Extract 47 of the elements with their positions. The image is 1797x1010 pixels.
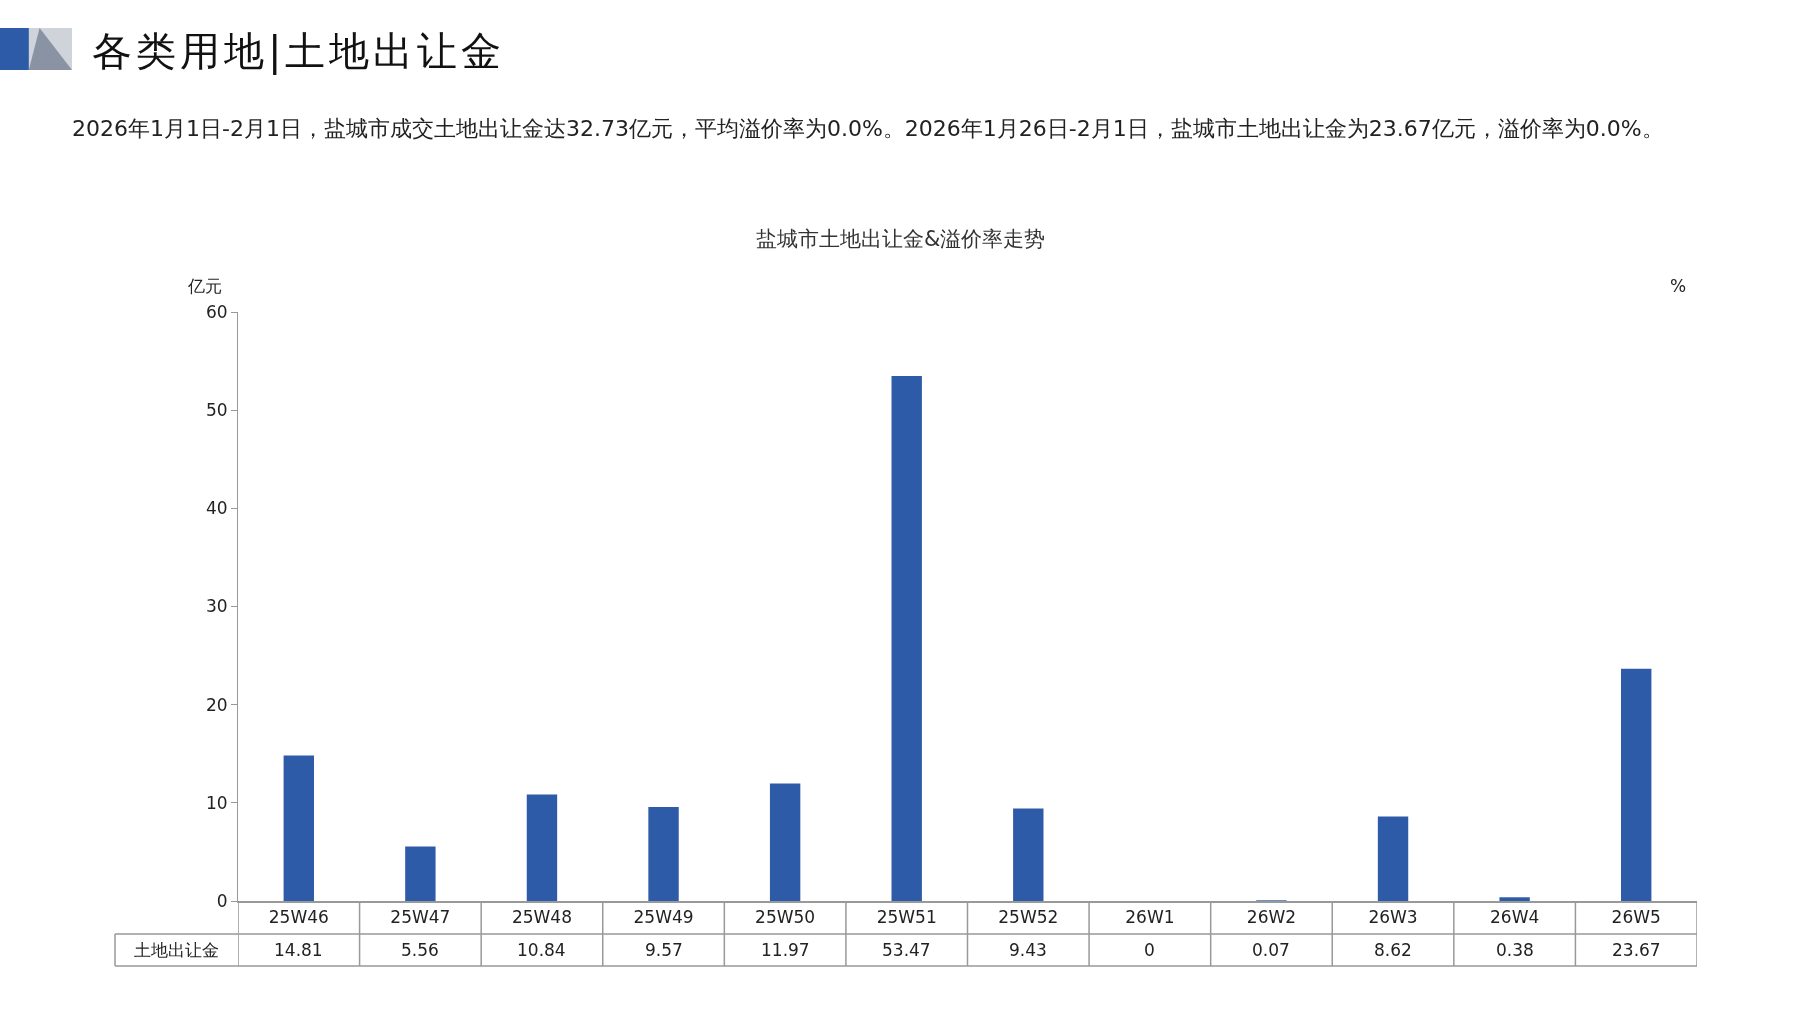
bar [1377,816,1409,901]
chart-subtitle: 2026年1月1日-2月1日，盐城市成交土地出让金达32.73亿元，平均溢价率为0.0%。2026年1月26日-2月1日，盐城市土地出让金为23.67亿元，溢价率为0.0%。 [72,115,1665,143]
x-tick-label: 25W46 [268,906,329,927]
x-tick-label: 26W1 [1125,906,1175,927]
x-tick-label: 25W51 [876,906,937,927]
bar [1621,668,1652,901]
bar [405,846,436,901]
y-tick-label: 60 [205,301,228,322]
x-tick-label: 26W3 [1368,906,1418,927]
x-tick-label: 25W49 [633,906,694,927]
data-label: 10.84 [517,940,566,960]
bar [1013,808,1044,901]
x-tick-label: 26W5 [1611,906,1661,927]
data-label: 9.57 [645,940,683,960]
bar [1499,897,1530,901]
data-label: 0 [1144,940,1155,960]
data-label: 53.47 [882,940,931,960]
chart-title: 盐城市土地出让金&溢价率走势 [756,227,1046,251]
y-tick-label: 50 [205,400,228,421]
data-label: 0.07 [1252,940,1290,960]
x-tick-label: 26W4 [1490,906,1540,927]
x-tick-label: 25W48 [511,906,572,927]
x-tick-label: 26W2 [1246,906,1297,927]
bar [648,807,679,901]
y-tick-label: 30 [205,596,228,617]
bar [891,376,922,901]
data-label: 14.81 [274,940,323,960]
x-tick-label: 25W47 [390,906,451,927]
data-label: 9.43 [1009,940,1047,960]
data-label: 5.56 [401,940,439,960]
x-tick-label: 25W52 [998,906,1059,927]
y-tick-label: 20 [205,694,228,715]
bar [283,755,314,901]
data-label: 0.38 [1496,940,1534,960]
text: 各类用地|土地出让金 [92,27,506,77]
x-tick-label: 25W50 [755,906,816,927]
text: 土地出让金 [134,940,219,960]
y-tick-label: 10 [205,792,228,813]
y-tick-label: 40 [205,498,228,519]
y-tick-label: 0 [216,890,228,911]
y-axis-title: 亿元 [187,276,222,296]
bar [769,783,801,901]
y2-axis-title: % [1670,276,1687,296]
data-label: 23.67 [1612,940,1661,960]
bar [526,794,558,901]
data-label: 11.97 [761,940,810,960]
data-label: 8.62 [1374,940,1412,960]
